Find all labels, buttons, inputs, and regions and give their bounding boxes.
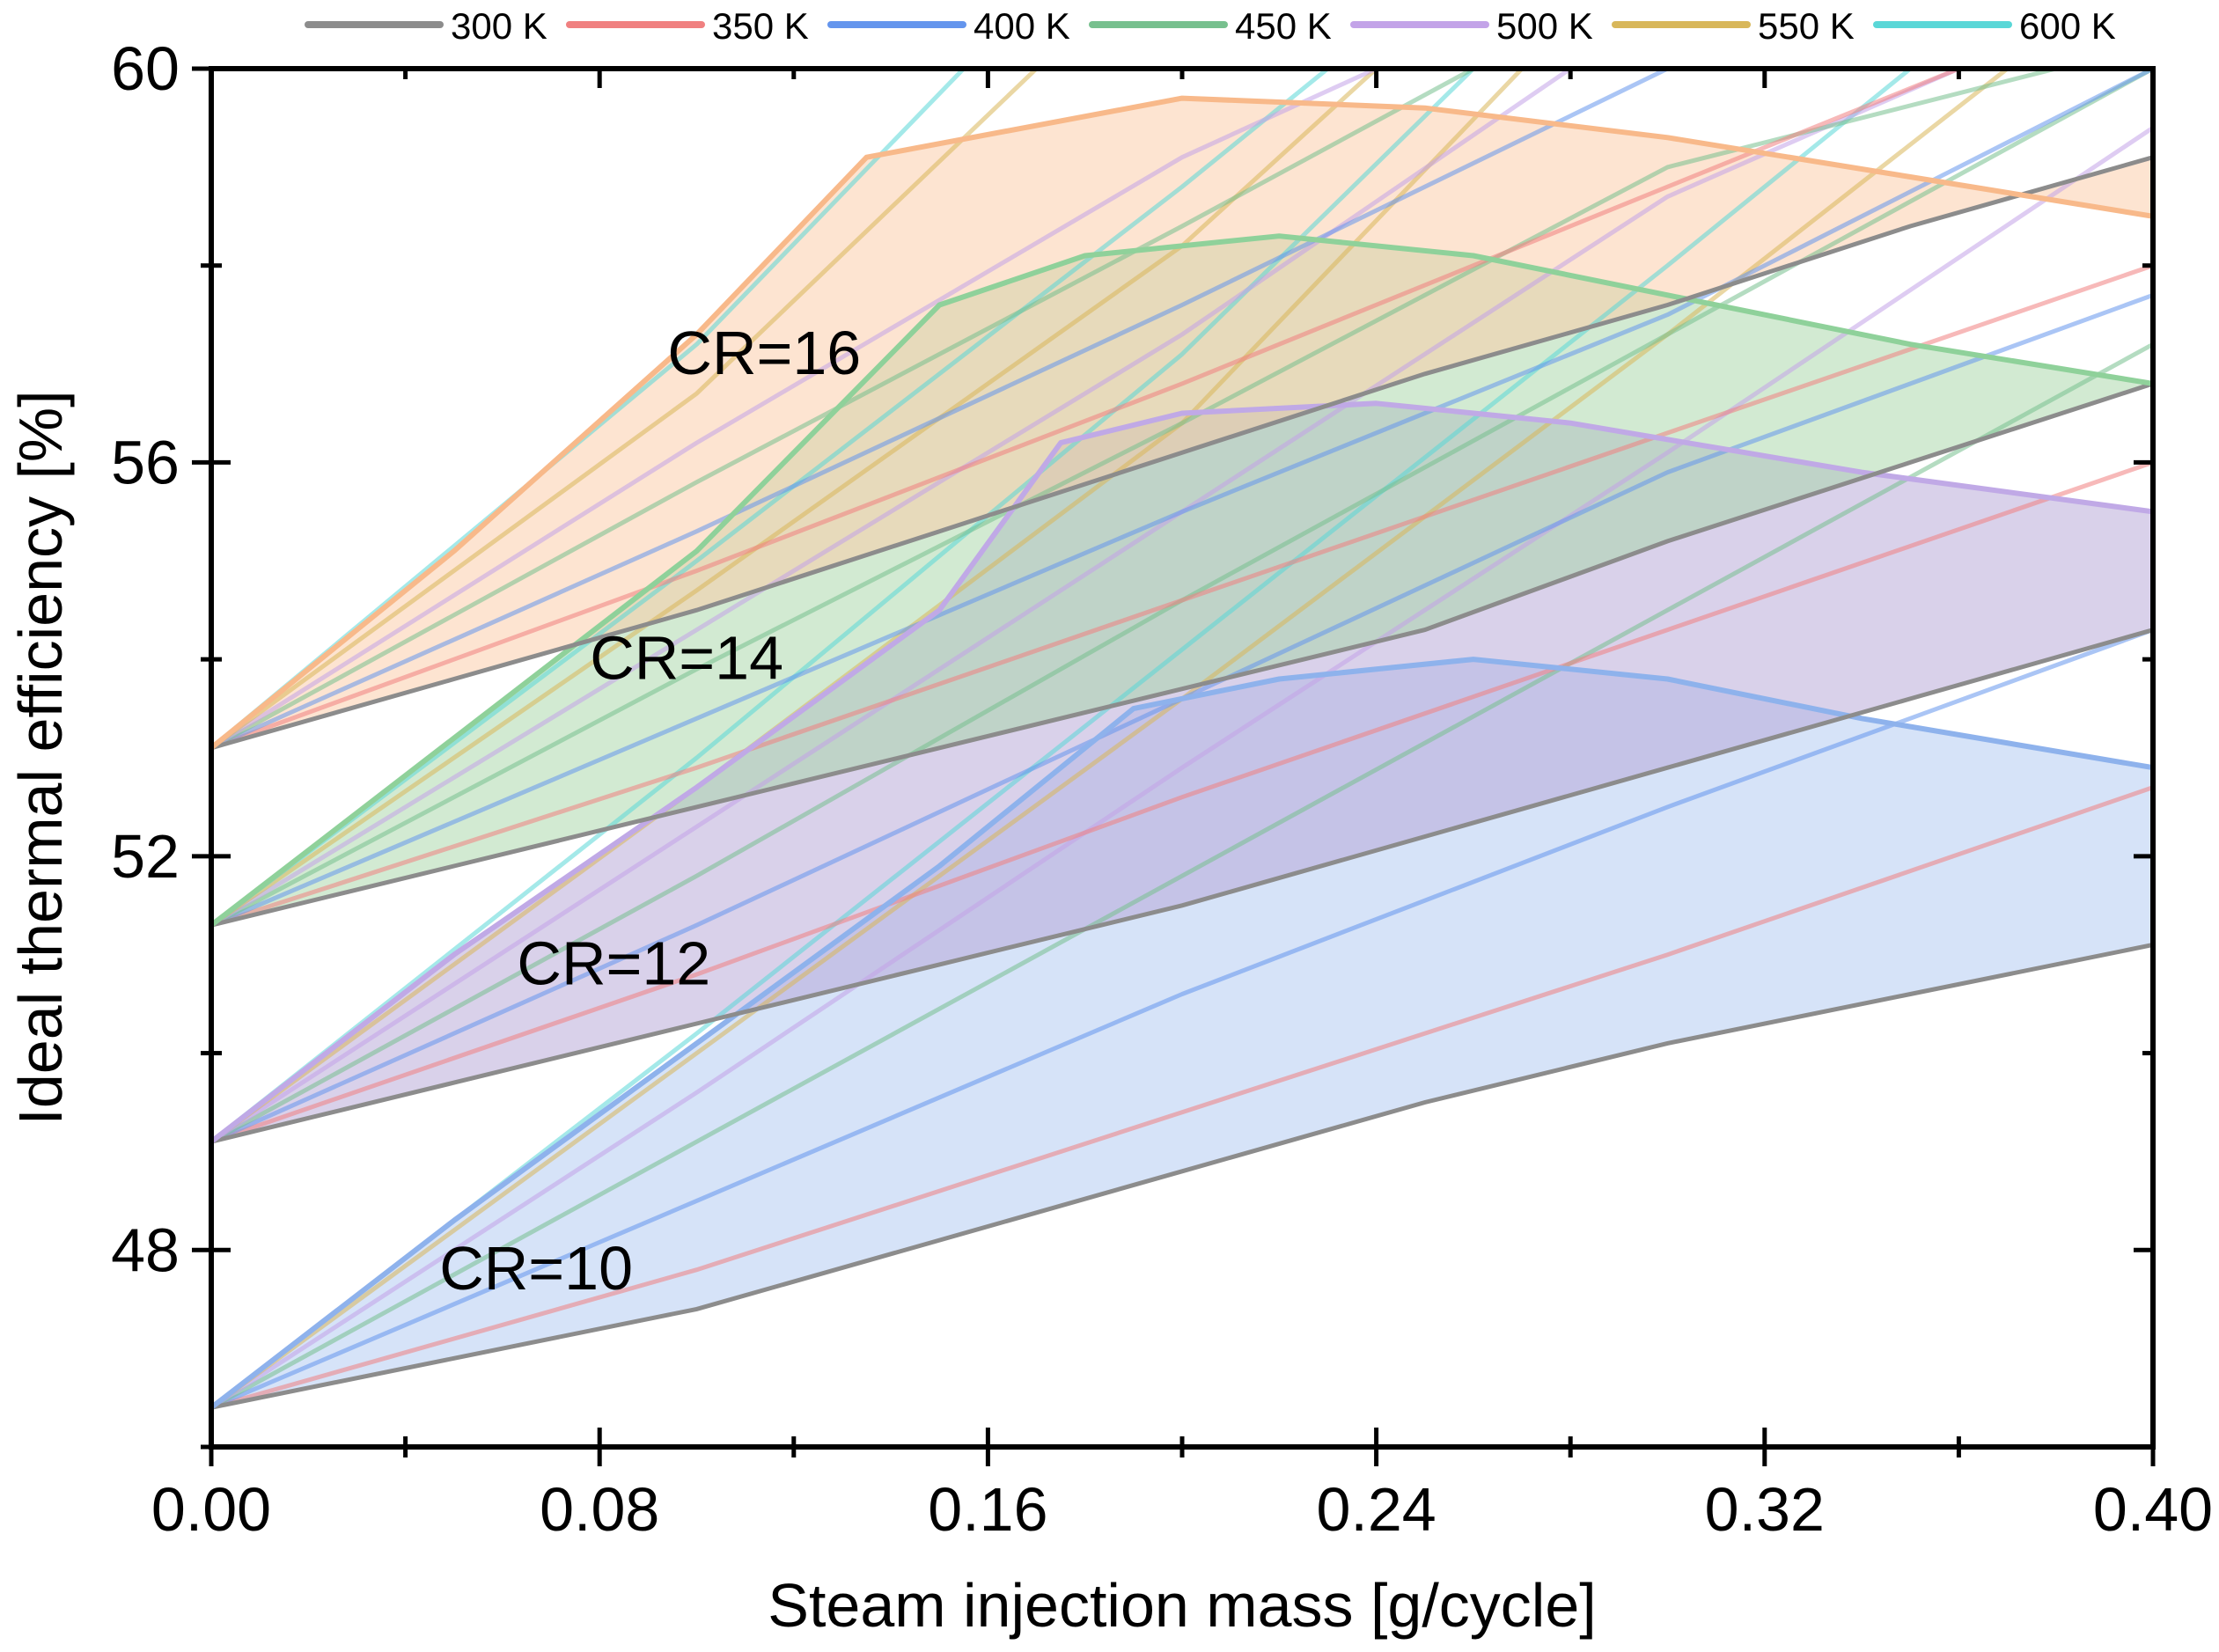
x-tick-label: 0.40 — [2093, 1475, 2213, 1544]
band-fills — [211, 98, 2153, 1408]
plot-area — [211, 69, 2153, 1410]
envelope-cr16 — [211, 95, 2153, 751]
envelope-cr10 — [211, 657, 2153, 1410]
legend-label-350k: 350 K — [712, 5, 809, 47]
line-cr16-300k — [211, 155, 2153, 751]
line-cr12-300k — [211, 628, 2153, 1144]
legend-label-450k: 450 K — [1235, 5, 1332, 47]
x-axis-title: Steam injection mass [g/cycle] — [768, 1571, 1596, 1640]
line-cr16-550k — [211, 69, 1039, 750]
label-cr10: CR=10 — [439, 1234, 633, 1303]
band-edges — [211, 95, 2153, 1410]
line-cr16-400k — [211, 69, 1669, 751]
line-cr14-500k — [211, 69, 1572, 928]
x-axis: 0.00 0.08 0.16 0.24 0.32 0.40 — [151, 69, 2213, 1544]
legend-label-300k: 300 K — [451, 5, 547, 47]
y-tick-label: 48 — [111, 1215, 180, 1284]
legend-label-550k: 550 K — [1758, 5, 1855, 47]
line-cr16-500k — [211, 69, 1378, 750]
line-cr14-300k — [211, 381, 2153, 928]
line-cr10-400k — [211, 628, 2153, 1410]
line-cr10-300k — [211, 943, 2153, 1410]
band-fill-cr14 — [211, 236, 2153, 926]
legend-label-500k: 500 K — [1496, 5, 1593, 47]
line-cr14-600k — [211, 69, 1329, 928]
band-fill-cr12 — [211, 403, 2153, 1142]
cr-labels: CR=10 CR=12 CR=14 CR=16 — [439, 319, 861, 1303]
line-cr10-500k — [211, 126, 2153, 1410]
x-tick-label: 0.08 — [540, 1475, 659, 1544]
temperature-series-lines — [211, 69, 2153, 1410]
legend: 300 K 350 K 400 K 450 K 500 K 550 K 600 K — [305, 5, 2116, 47]
line-cr10-450k — [211, 342, 2153, 1410]
line-cr16-450k — [211, 69, 1475, 750]
line-cr12-600k — [211, 69, 1475, 1144]
line-cr10-350k — [211, 785, 2153, 1410]
y-tick-label: 60 — [111, 34, 180, 103]
x-tick-label: 0.24 — [1316, 1475, 1436, 1544]
y-tick-label: 56 — [111, 428, 180, 496]
label-cr16: CR=16 — [667, 319, 861, 387]
y-axis-title: Ideal thermal efficiency [%] — [6, 390, 75, 1125]
legend-label-600k: 600 K — [2019, 5, 2116, 47]
line-cr16-350k — [211, 69, 1960, 751]
label-cr14: CR=14 — [590, 624, 783, 693]
y-tick-label: 52 — [111, 822, 180, 891]
line-cr10-600k — [211, 69, 1912, 1410]
envelope-cr12 — [211, 400, 2153, 1144]
band-fill-cr10 — [211, 659, 2153, 1408]
x-tick-label: 0.16 — [928, 1475, 1047, 1544]
label-cr12: CR=12 — [517, 929, 710, 997]
x-tick-label: 0.00 — [151, 1475, 271, 1544]
legend-label-400k: 400 K — [974, 5, 1070, 47]
line-cr14-350k — [211, 263, 2153, 928]
x-tick-label: 0.32 — [1705, 1475, 1825, 1544]
y-axis: 48 52 56 60 — [111, 34, 2153, 1450]
line-cr12-350k — [211, 460, 2153, 1144]
line-cr14-400k — [211, 69, 2153, 928]
